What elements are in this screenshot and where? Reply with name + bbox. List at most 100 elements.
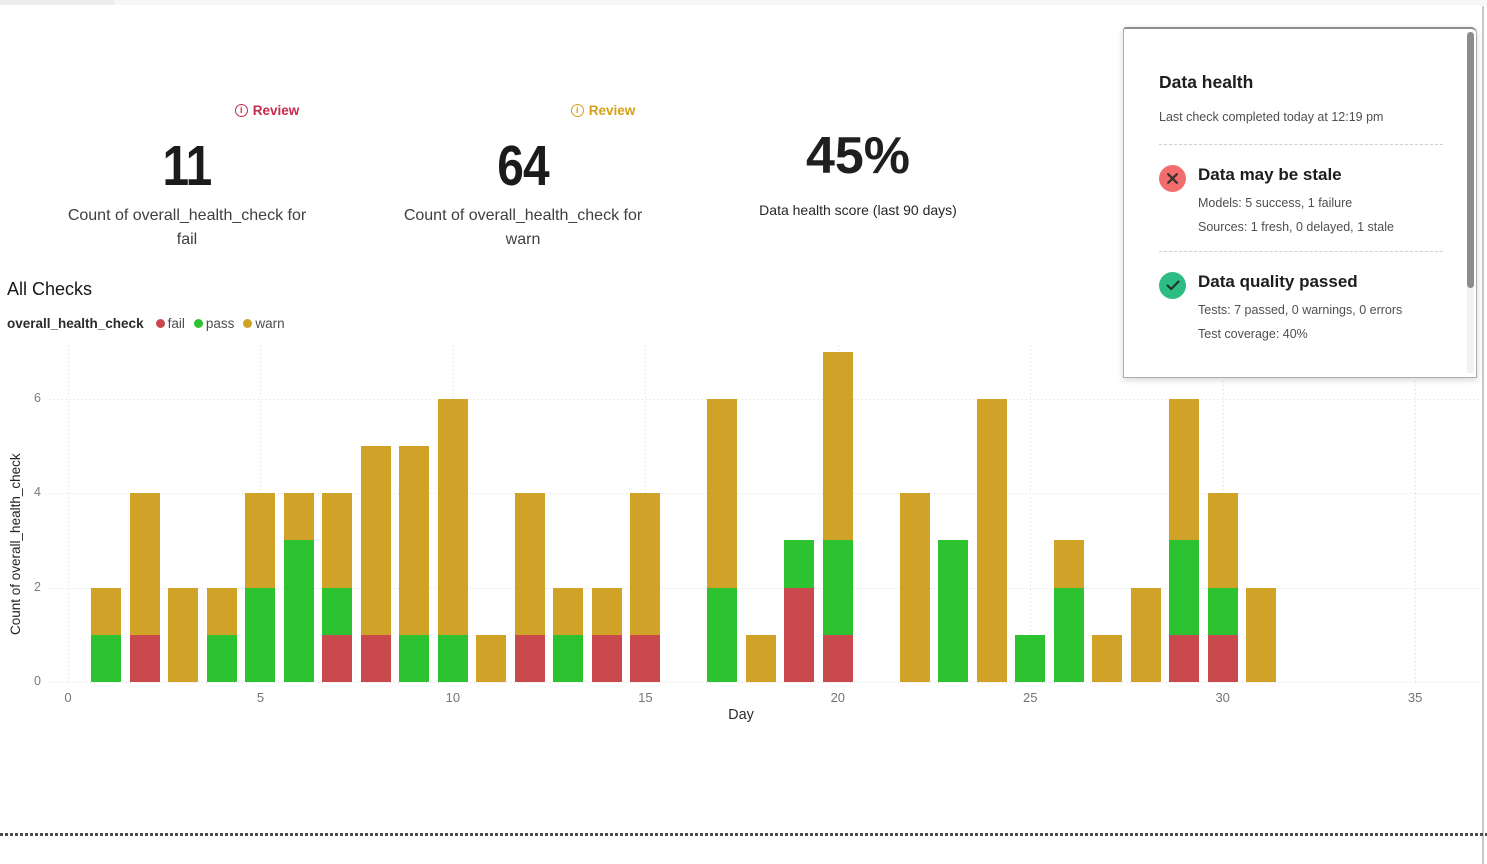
top-strip — [0, 0, 1487, 5]
bar-segment-pass[interactable] — [322, 587, 353, 635]
y-tick-label: 6 — [34, 390, 41, 405]
section-line: Tests: 7 passed, 0 warnings, 0 errors — [1198, 303, 1403, 317]
chart-legend: overall_health_check fail pass warn — [7, 316, 294, 331]
bar-segment-warn[interactable] — [1169, 398, 1200, 541]
bar-segment-warn[interactable] — [283, 493, 314, 541]
metric-card-health-score: 45% Data health score (last 90 days) — [718, 100, 998, 220]
panel-section-text: Data quality passed Tests: 7 passed, 0 w… — [1198, 271, 1402, 341]
bar-segment-warn[interactable] — [707, 398, 738, 588]
bar-segment-fail[interactable] — [591, 634, 622, 682]
x-tick-label: 0 — [64, 690, 72, 705]
bar-segment-warn[interactable] — [822, 351, 853, 541]
section-line: Test coverage: 40% — [1198, 327, 1308, 341]
metric-value-fail: 11 — [162, 134, 213, 198]
bar-segment-fail[interactable] — [1169, 634, 1200, 682]
bar-segment-pass[interactable] — [1207, 587, 1238, 635]
legend-item-fail[interactable]: fail — [155, 316, 185, 331]
legend-title: overall_health_check — [7, 316, 144, 331]
review-badge-label: Review — [588, 103, 636, 118]
bar-segment-warn[interactable] — [206, 587, 237, 635]
bar-segment-warn[interactable] — [976, 398, 1007, 682]
window-scrollbar-edge[interactable] — [1482, 6, 1484, 864]
stacked-bar-chart: 0 2 4 6 0 5 10 15 20 25 30 35 — [34, 345, 1482, 705]
x-circle-icon — [1159, 165, 1186, 192]
panel-section-text: Data may be stale Models: 5 success, 1 f… — [1198, 164, 1394, 234]
x-tick-label: 5 — [256, 690, 265, 705]
bar-segment-pass[interactable] — [1015, 634, 1046, 682]
x-axis-title: Day — [728, 707, 754, 723]
legend-dot — [243, 319, 253, 328]
bar-segment-fail[interactable] — [514, 634, 545, 682]
bar-segment-warn[interactable] — [91, 587, 122, 635]
bar-segment-fail[interactable] — [322, 634, 353, 682]
bar-segment-warn[interactable] — [899, 493, 930, 682]
bar-segment-pass[interactable] — [283, 540, 314, 682]
bar-segment-warn[interactable] — [1053, 540, 1084, 588]
legend-item-warn[interactable]: warn — [243, 316, 285, 331]
bar-segment-warn[interactable] — [591, 587, 622, 635]
x-tick-label: 15 — [638, 690, 653, 705]
review-badge-warn[interactable]: i Review — [570, 102, 636, 119]
bar-segment-pass[interactable] — [91, 634, 122, 682]
bar-segment-warn[interactable] — [168, 587, 199, 682]
bar-segment-fail[interactable] — [822, 634, 853, 682]
metric-card-fail: i Review 11 Count of overall_health_check… — [47, 100, 327, 252]
bottom-dotted-divider — [0, 833, 1487, 836]
check-circle-icon — [1159, 272, 1186, 299]
metric-label-warn: Count of overall_health_check for warn — [403, 207, 643, 248]
panel-title: Data health — [1159, 72, 1254, 92]
bar-segment-fail[interactable] — [784, 587, 815, 682]
bar-segment-warn[interactable] — [553, 587, 584, 635]
y-tick-label: 0 — [34, 674, 41, 688]
x-tick-label: 10 — [445, 690, 461, 705]
bar-segment-pass[interactable] — [784, 540, 815, 588]
bar-segment-warn[interactable] — [399, 446, 430, 635]
review-badge-label: Review — [252, 103, 300, 118]
legend-item-pass[interactable]: pass — [193, 316, 234, 331]
panel-scrollbar-thumb[interactable] — [1467, 32, 1474, 288]
gridline-v — [68, 345, 69, 682]
bar-segment-pass[interactable] — [245, 587, 276, 682]
panel-section-quality: Data quality passed Tests: 7 passed, 0 w… — [1159, 271, 1456, 341]
legend-items: fail pass warn — [155, 316, 294, 331]
bar-segment-fail[interactable] — [1207, 634, 1238, 682]
bar-segment-warn[interactable] — [1246, 587, 1277, 682]
legend-dot — [193, 319, 203, 328]
metric-value-health-score: 45% — [805, 127, 911, 185]
bar-segment-warn[interactable] — [1130, 587, 1161, 682]
section-title: Data may be stale — [1198, 165, 1342, 184]
bar-segment-warn[interactable] — [476, 634, 507, 682]
bar-segment-warn[interactable] — [1207, 493, 1238, 588]
x-tick-label: 20 — [830, 690, 846, 705]
bar-segment-pass[interactable] — [206, 634, 237, 682]
review-badge-fail[interactable]: i Review — [234, 102, 300, 119]
bar-segment-fail[interactable] — [129, 634, 160, 682]
bar-segment-warn[interactable] — [514, 493, 545, 635]
bar-segment-pass[interactable] — [1053, 587, 1084, 682]
bar-segment-warn[interactable] — [245, 493, 276, 588]
y-axis-title: Count of overall_health_check — [8, 453, 23, 635]
info-icon: i — [234, 104, 248, 117]
bar-segment-warn[interactable] — [745, 634, 776, 682]
bar-segment-pass[interactable] — [1169, 540, 1200, 635]
metric-label-health-score: Data health score (last 90 days) — [759, 202, 957, 218]
divider — [1159, 251, 1443, 252]
bar-segment-pass[interactable] — [399, 634, 430, 682]
bar-segment-pass[interactable] — [437, 634, 468, 682]
bar-segment-pass[interactable] — [553, 634, 584, 682]
legend-label: warn — [255, 316, 285, 331]
bar-segment-warn[interactable] — [360, 446, 391, 635]
bar-segment-warn[interactable] — [322, 493, 353, 588]
bar-segment-pass[interactable] — [822, 540, 853, 635]
bar-segment-warn[interactable] — [437, 398, 468, 635]
bar-segment-pass[interactable] — [938, 540, 969, 682]
bar-segment-warn[interactable] — [129, 493, 160, 635]
gridline-h — [50, 587, 1482, 589]
chart-section-title: All Checks — [7, 279, 93, 299]
bar-segment-warn[interactable] — [1092, 634, 1123, 682]
bar-segment-warn[interactable] — [630, 493, 661, 635]
bar-segment-fail[interactable] — [360, 634, 391, 682]
bar-segment-fail[interactable] — [630, 634, 661, 682]
bar-segment-pass[interactable] — [707, 587, 738, 682]
